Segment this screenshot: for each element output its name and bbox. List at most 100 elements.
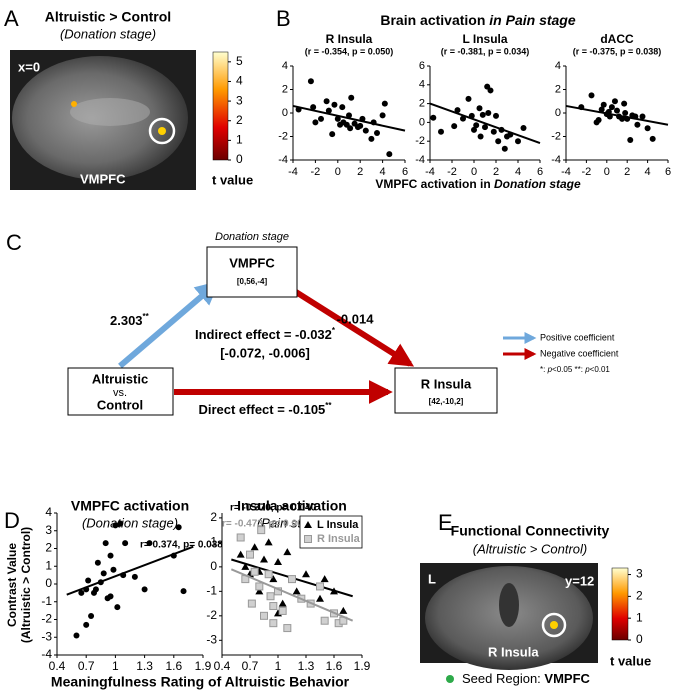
x-tick-label: 0.7	[242, 659, 259, 673]
point	[320, 575, 329, 583]
point	[482, 124, 488, 131]
point	[501, 145, 508, 152]
x-tick-label: -2	[311, 166, 321, 178]
panel-label: A	[4, 6, 19, 31]
title-part: in Pain stage	[489, 12, 576, 28]
point	[339, 104, 346, 111]
s: :	[581, 365, 585, 374]
x-tick-label: 1.9	[354, 659, 371, 673]
x-tick-label: 1.9	[195, 659, 212, 673]
x-tick-label: 1.3	[298, 659, 315, 673]
point	[644, 125, 651, 132]
y-tick-label: -4	[415, 154, 425, 166]
point	[451, 123, 458, 130]
plot-title: VMPFC activation	[71, 498, 189, 514]
point	[307, 78, 314, 85]
x-tick-label: 0.4	[214, 659, 231, 673]
point	[339, 606, 348, 614]
plot-title: Insula activation	[237, 498, 347, 514]
sig: **	[325, 401, 332, 410]
y-tick-label: -2	[41, 612, 52, 626]
point	[454, 107, 461, 114]
point	[588, 92, 595, 99]
coef: Indirect effect = -0.032	[195, 327, 332, 342]
node-sub: vs.	[113, 387, 127, 399]
x-tick-label: -2	[447, 166, 457, 178]
plot-subtitle: (Donation stage)	[82, 515, 178, 530]
y-tick-label: 4	[555, 60, 561, 72]
point	[180, 588, 187, 595]
plot-subtitle: (r = -0.381, p = 0.034)	[441, 46, 530, 56]
node-label: R Insula	[421, 376, 472, 391]
coef: 2.303	[110, 313, 143, 328]
point	[520, 125, 527, 132]
point	[100, 570, 107, 577]
node-label: Altruistic	[92, 371, 148, 386]
point	[490, 128, 497, 135]
point	[246, 550, 254, 559]
x-tick-label: -4	[425, 166, 435, 178]
x-tick-label: 4	[645, 166, 651, 178]
colorbar-tick-label: 0	[636, 632, 643, 646]
point	[347, 125, 354, 132]
side-label: L	[428, 571, 436, 586]
brain-detail	[499, 583, 519, 627]
y-tick-label: -3	[41, 629, 52, 643]
point	[85, 577, 92, 584]
legend-label: L Insula	[317, 519, 359, 531]
point	[114, 604, 121, 611]
path-arrow	[118, 280, 220, 369]
panel-label: B	[276, 6, 291, 31]
y-tick-label: -1	[206, 584, 217, 598]
point	[348, 94, 355, 101]
seed-marker	[446, 675, 454, 683]
point	[255, 582, 264, 591]
point	[131, 573, 138, 580]
direct-effect: Direct effect = -0.105**	[198, 401, 332, 417]
point	[274, 557, 282, 565]
point	[316, 594, 324, 602]
x-tick-label: 1	[275, 659, 282, 673]
colorbar	[212, 51, 229, 161]
x-tick-label: -4	[561, 166, 571, 178]
x-tick-label: 1.3	[136, 659, 153, 673]
y-tick-label: 3	[45, 523, 52, 537]
node-coords: [42,-10,2]	[429, 397, 464, 406]
x-tick-label: 6	[537, 166, 543, 178]
roi-circle	[148, 117, 176, 145]
y-tick-label: 4	[419, 79, 425, 91]
point	[611, 98, 618, 105]
legend-label: R Insula	[317, 533, 361, 545]
y-tick-label: -2	[278, 130, 288, 142]
point	[374, 129, 380, 136]
y-tick-label: 0	[419, 116, 425, 128]
plot-title: L Insula	[462, 32, 507, 46]
significance-legend: *: p<0.05 **: p<0.01	[540, 365, 610, 374]
point	[312, 119, 319, 126]
y-tick-label: -3	[206, 632, 217, 646]
point	[485, 110, 492, 116]
point	[117, 520, 124, 527]
point	[639, 113, 646, 120]
point	[357, 122, 364, 129]
point	[614, 107, 620, 114]
point	[368, 135, 375, 142]
point	[493, 112, 499, 119]
point	[141, 586, 148, 593]
point	[269, 602, 278, 611]
y-tick-label: 0	[555, 107, 561, 119]
plot-subtitle: (r = -0.354, p = 0.050)	[305, 46, 394, 56]
stage-label: Donation stage	[215, 231, 289, 243]
s: **	[575, 365, 581, 374]
annotation: r= -0.473, p= 0.007	[222, 519, 309, 530]
x-tick-label: 0	[471, 166, 477, 178]
seed-text: Seed Region:	[462, 671, 544, 686]
point	[94, 559, 101, 566]
y-tick-label: -4	[278, 154, 288, 166]
point	[247, 599, 256, 608]
point	[627, 137, 634, 144]
point	[266, 592, 275, 601]
panel-subtitle: (Donation stage)	[60, 26, 156, 41]
point	[278, 599, 287, 607]
